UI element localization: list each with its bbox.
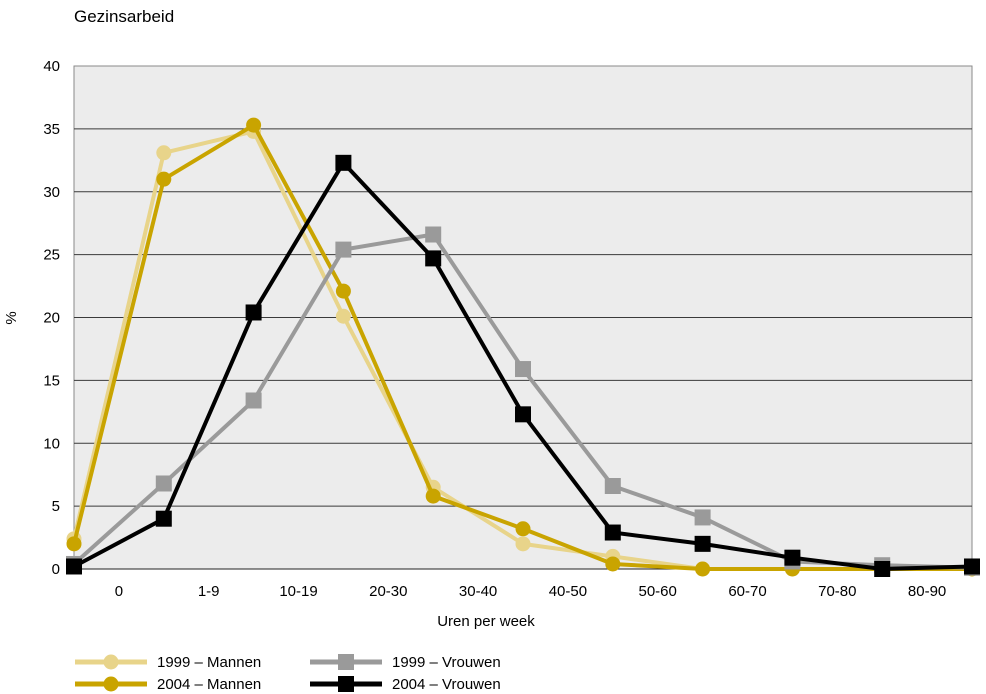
legend-label: 1999 – Mannen (157, 654, 261, 671)
data-point (335, 283, 351, 299)
data-point (694, 509, 711, 526)
x-tick-label: 70-80 (818, 583, 856, 600)
data-point (335, 308, 351, 324)
legend-marker (103, 676, 119, 692)
data-point (246, 117, 262, 133)
data-point (245, 304, 262, 321)
data-point (515, 536, 531, 552)
data-point (425, 250, 442, 267)
data-point (425, 226, 442, 243)
legend-item: 2004 – Vrouwen (310, 676, 501, 693)
y-tick-label: 20 (43, 310, 60, 327)
legend-marker (338, 676, 354, 692)
x-tick-label: 0 (115, 583, 123, 600)
series-2004-vrouwen (66, 154, 980, 577)
data-point (155, 510, 172, 527)
data-point (515, 406, 531, 423)
x-tick-label: 80-90 (908, 583, 946, 600)
data-point (335, 154, 352, 171)
data-point (694, 535, 711, 552)
x-tick-label: 10-19 (279, 583, 317, 600)
y-tick-label: 5 (52, 498, 60, 515)
series-layer (66, 117, 980, 577)
legend-label: 2004 – Mannen (157, 676, 261, 693)
x-tick-label: 60-70 (728, 583, 766, 600)
chart-title: Gezinsarbeid (74, 7, 174, 26)
data-point (695, 561, 711, 577)
y-axis-label: % (3, 311, 20, 324)
y-tick-label: 25 (43, 247, 60, 264)
y-tick-label: 35 (43, 121, 60, 138)
gridlines (74, 128, 972, 570)
y-tick-label: 15 (43, 372, 60, 389)
y-tick-label: 30 (43, 184, 60, 201)
data-point (515, 361, 531, 378)
y-tick-label: 40 (43, 58, 60, 75)
data-point (66, 558, 82, 575)
x-axis-label: Uren per week (437, 613, 535, 630)
x-tick-label: 20-30 (369, 583, 407, 600)
x-tick-label: 30-40 (459, 583, 497, 600)
y-tick-label: 0 (52, 561, 60, 578)
data-point (245, 392, 262, 409)
legend-label: 2004 – Vrouwen (392, 676, 501, 693)
x-tick-label: 40-50 (549, 583, 587, 600)
data-point (964, 558, 980, 575)
legend: 1999 – Mannen 2004 – Mannen 1999 – Vrouwen… (75, 654, 501, 693)
y-axis-ticks: 0 5 10 15 20 25 30 35 40 (43, 58, 60, 578)
data-point (66, 536, 82, 552)
data-point (784, 549, 801, 566)
y-tick-label: 10 (43, 435, 60, 452)
legend-marker (338, 654, 354, 670)
data-point (155, 475, 172, 492)
data-point (156, 145, 172, 161)
data-point (425, 488, 441, 504)
data-point (874, 561, 891, 577)
data-point (605, 556, 621, 572)
data-point (604, 524, 621, 541)
legend-label: 1999 – Vrouwen (392, 654, 501, 671)
data-point (156, 171, 172, 187)
legend-item: 1999 – Mannen (75, 654, 261, 671)
x-tick-label: 1-9 (198, 583, 220, 600)
x-axis-ticks: 0 1-9 10-19 20-30 30-40 40-50 50-60 60-70 70-80 8… (115, 583, 947, 600)
legend-marker (103, 654, 119, 670)
x-tick-label: 50-60 (639, 583, 677, 600)
legend-item: 1999 – Vrouwen (310, 654, 501, 671)
data-point (515, 521, 531, 537)
data-point (335, 241, 352, 258)
data-point (604, 478, 621, 495)
legend-item: 2004 – Mannen (75, 676, 261, 693)
